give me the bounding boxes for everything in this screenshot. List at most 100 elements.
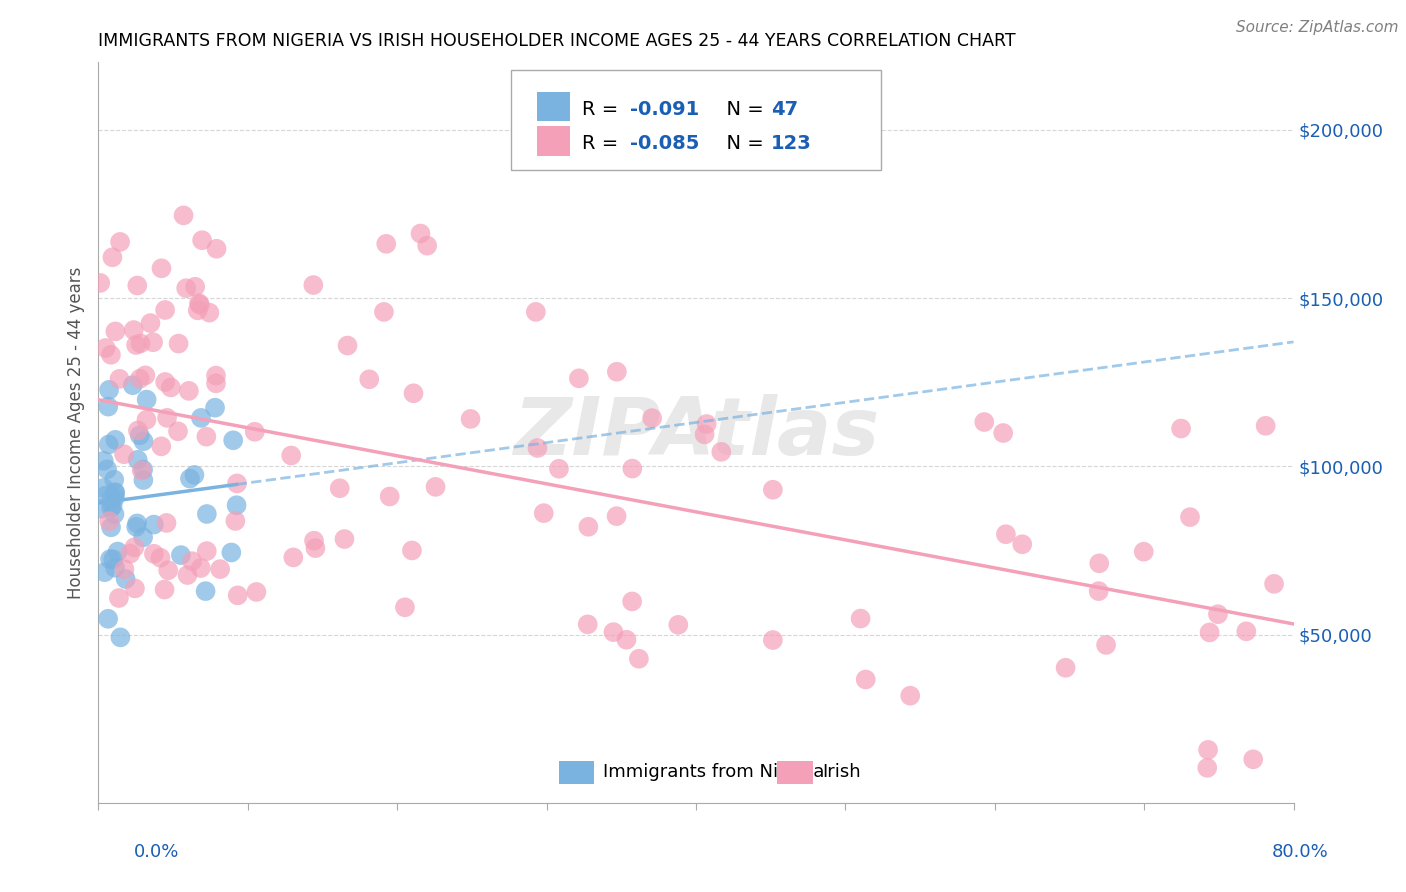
Point: [195, 507, 218, 521]
Point: [991, 425, 1014, 440]
Point: [627, 652, 650, 666]
Point: [641, 411, 664, 425]
Point: [179, 472, 201, 486]
Point: [190, 561, 212, 575]
Point: [112, 562, 135, 576]
Text: 80.0%: 80.0%: [1272, 843, 1329, 861]
Point: [333, 532, 356, 546]
Point: [132, 473, 155, 487]
Point: [188, 296, 211, 310]
Point: [100, 520, 122, 534]
Point: [1254, 418, 1277, 433]
Point: [191, 233, 214, 247]
Point: [1197, 743, 1219, 757]
Point: [855, 673, 877, 687]
FancyBboxPatch shape: [537, 126, 571, 155]
Point: [132, 434, 155, 449]
Point: [621, 594, 644, 608]
Point: [696, 417, 718, 431]
Point: [283, 550, 305, 565]
Point: [108, 591, 131, 605]
Point: [187, 303, 209, 318]
Point: [101, 499, 124, 513]
Point: [402, 386, 425, 401]
Text: Source: ZipAtlas.com: Source: ZipAtlas.com: [1236, 20, 1399, 35]
Point: [112, 447, 135, 461]
Point: [174, 281, 197, 295]
Text: Irish: Irish: [823, 764, 862, 781]
Point: [153, 582, 176, 597]
FancyBboxPatch shape: [537, 92, 571, 121]
Point: [1054, 661, 1077, 675]
Point: [98, 383, 121, 397]
Point: [710, 445, 733, 459]
Point: [127, 278, 149, 293]
Point: [994, 527, 1017, 541]
Point: [401, 543, 423, 558]
Text: 0.0%: 0.0%: [134, 843, 179, 861]
Text: -0.085: -0.085: [630, 134, 700, 153]
Point: [153, 303, 176, 318]
Point: [124, 582, 146, 596]
Point: [204, 401, 226, 415]
Point: [107, 544, 129, 558]
Point: [304, 541, 326, 555]
Point: [1234, 624, 1257, 639]
Point: [159, 380, 181, 394]
Point: [103, 473, 125, 487]
Point: [533, 506, 555, 520]
Point: [183, 467, 205, 482]
Point: [142, 517, 165, 532]
Point: [150, 261, 173, 276]
Point: [122, 323, 145, 337]
Text: IMMIGRANTS FROM NIGERIA VS IRISH HOUSEHOLDER INCOME AGES 25 - 44 YEARS CORRELATI: IMMIGRANTS FROM NIGERIA VS IRISH HOUSEHO…: [98, 32, 1017, 50]
Point: [125, 520, 148, 534]
Point: [666, 617, 689, 632]
Point: [181, 554, 204, 568]
Point: [524, 305, 547, 319]
Point: [89, 276, 111, 290]
Point: [205, 376, 228, 391]
Point: [188, 298, 211, 312]
Point: [93, 454, 115, 468]
Point: [177, 384, 200, 398]
Point: [142, 547, 165, 561]
Point: [394, 600, 416, 615]
Point: [373, 305, 395, 319]
Point: [606, 365, 628, 379]
FancyBboxPatch shape: [510, 70, 882, 169]
Point: [94, 341, 117, 355]
Point: [135, 392, 157, 407]
Point: [104, 325, 127, 339]
Text: N =: N =: [714, 134, 770, 153]
Point: [131, 463, 153, 477]
Point: [101, 552, 124, 566]
Point: [155, 516, 177, 530]
Point: [1206, 607, 1229, 622]
Point: [96, 462, 118, 476]
Point: [221, 545, 243, 559]
Point: [156, 410, 179, 425]
Point: [1197, 761, 1219, 775]
Point: [548, 462, 571, 476]
Point: [142, 335, 165, 350]
Point: [132, 462, 155, 476]
Point: [127, 516, 149, 531]
Point: [125, 338, 148, 352]
Point: [568, 371, 591, 385]
Point: [1095, 638, 1118, 652]
Point: [120, 547, 142, 561]
FancyBboxPatch shape: [778, 762, 813, 783]
Point: [416, 238, 439, 252]
Point: [128, 428, 150, 442]
Point: [762, 483, 785, 497]
Point: [849, 611, 872, 625]
Text: -0.091: -0.091: [630, 100, 700, 120]
Point: [222, 434, 245, 448]
Point: [1088, 557, 1111, 571]
Point: [1170, 421, 1192, 435]
Point: [205, 242, 228, 256]
Point: [128, 372, 150, 386]
Text: N =: N =: [714, 100, 770, 120]
Text: R =: R =: [582, 100, 624, 120]
